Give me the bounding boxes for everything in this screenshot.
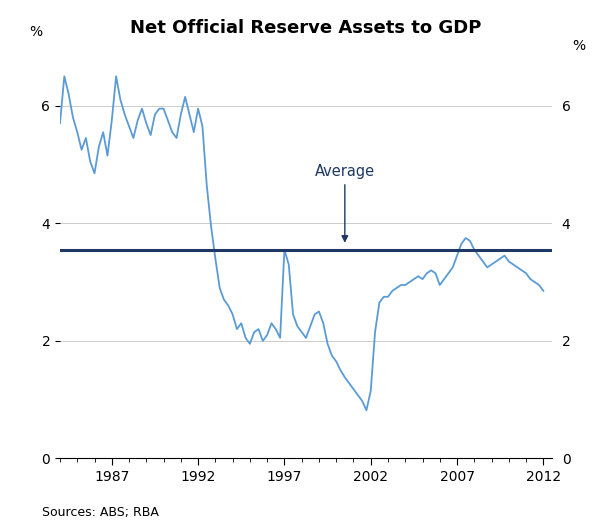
Y-axis label: %: % — [29, 24, 42, 39]
Text: Average: Average — [315, 164, 375, 241]
Title: Net Official Reserve Assets to GDP: Net Official Reserve Assets to GDP — [130, 19, 482, 37]
Y-axis label: %: % — [572, 39, 586, 53]
Text: Sources: ABS; RBA: Sources: ABS; RBA — [42, 506, 159, 519]
